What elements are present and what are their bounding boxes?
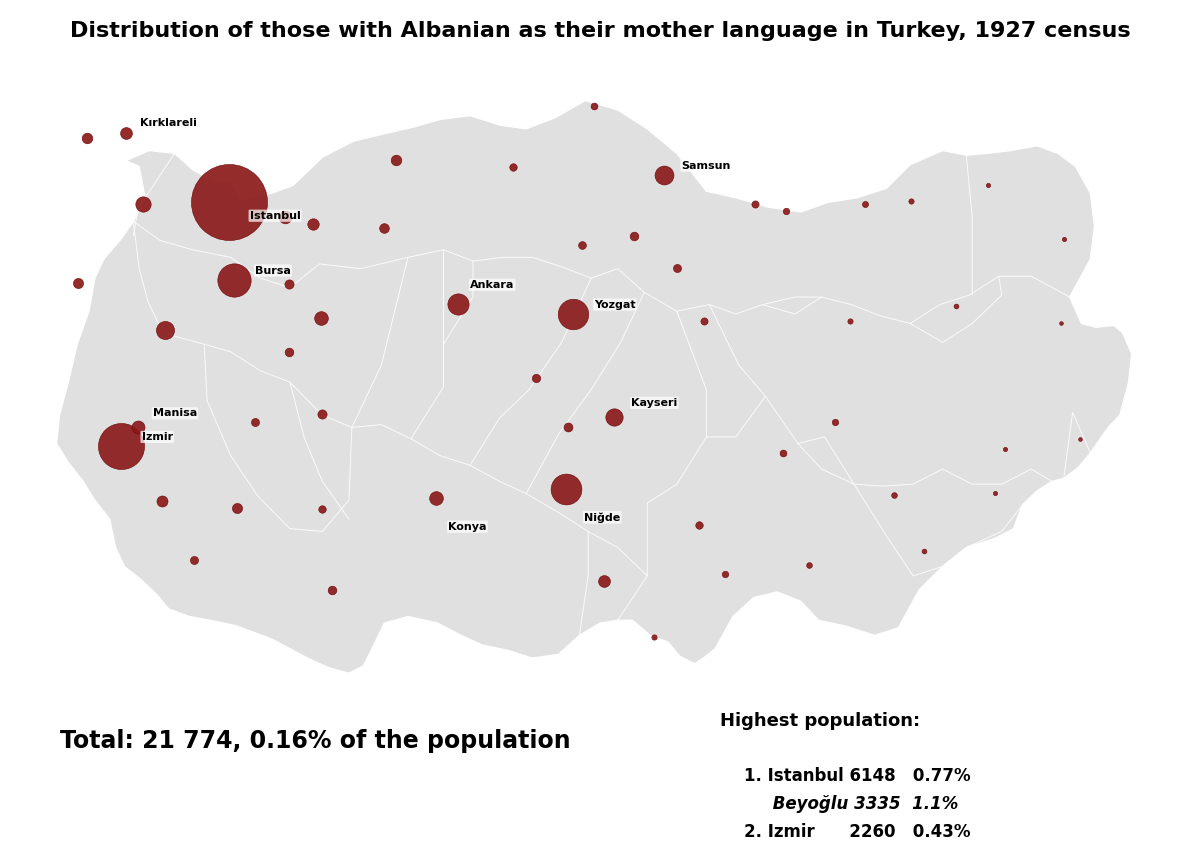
Point: [112, 439, 131, 453]
Text: Yozgat: Yozgat: [594, 299, 636, 310]
Point: [558, 421, 577, 434]
Point: [667, 261, 686, 275]
Point: [152, 494, 172, 508]
Point: [220, 195, 239, 209]
Point: [841, 314, 860, 327]
Text: Izmir: Izmir: [142, 432, 173, 442]
Point: [884, 488, 904, 501]
Point: [715, 567, 734, 581]
Point: [276, 210, 295, 224]
Point: [695, 314, 714, 327]
Point: [654, 168, 673, 181]
Point: [985, 486, 1004, 499]
Point: [564, 307, 583, 321]
Point: [156, 323, 175, 337]
Text: Beyoğlu 3335  1.1%: Beyoğlu 3335 1.1%: [744, 795, 959, 813]
Text: Highest population:: Highest population:: [720, 712, 920, 730]
Point: [280, 277, 299, 291]
Point: [1054, 232, 1073, 246]
Point: [449, 297, 468, 310]
Point: [245, 415, 264, 428]
Point: [1070, 432, 1090, 445]
Text: 2. Izmir      2260   0.43%: 2. Izmir 2260 0.43%: [744, 823, 971, 841]
Point: [745, 198, 764, 211]
Point: [584, 99, 604, 113]
Text: Istanbul: Istanbul: [250, 210, 300, 220]
Point: [224, 273, 244, 287]
Text: Bursa: Bursa: [254, 265, 290, 276]
Point: [304, 217, 323, 231]
Point: [946, 298, 965, 312]
Point: [604, 410, 623, 424]
Point: [128, 421, 148, 434]
Point: [312, 407, 331, 421]
Point: [824, 415, 844, 428]
Point: [799, 559, 818, 572]
Point: [313, 502, 332, 516]
Text: 1. Istanbul 6148   0.77%: 1. Istanbul 6148 0.77%: [744, 767, 971, 785]
Point: [557, 483, 576, 496]
Point: [386, 153, 406, 167]
Point: [625, 229, 644, 243]
Point: [690, 518, 709, 532]
Point: [856, 198, 875, 211]
Point: [1051, 316, 1070, 330]
Point: [526, 371, 545, 385]
Text: Total: 21 774, 0.16% of the population: Total: 21 774, 0.16% of the population: [60, 729, 571, 753]
Point: [374, 221, 394, 235]
Point: [427, 492, 446, 505]
Point: [133, 198, 152, 211]
Point: [774, 446, 793, 460]
Point: [776, 204, 796, 218]
Text: Kayseri: Kayseri: [631, 398, 678, 408]
Point: [914, 544, 934, 558]
Point: [322, 583, 341, 597]
Polygon shape: [56, 100, 1132, 673]
Point: [77, 131, 96, 145]
Point: [68, 276, 88, 290]
Point: [311, 311, 330, 325]
Text: Konya: Konya: [448, 522, 487, 532]
Text: Ankara: Ankara: [470, 280, 515, 290]
Text: Samsun: Samsun: [682, 160, 731, 170]
Point: [978, 179, 997, 192]
Point: [901, 194, 920, 208]
Point: [184, 553, 203, 566]
Point: [594, 574, 613, 588]
Text: Kırklareli: Kırklareli: [140, 118, 197, 128]
Text: Niğde: Niğde: [584, 512, 620, 522]
Point: [644, 631, 664, 644]
Point: [996, 443, 1015, 456]
Point: [116, 126, 136, 139]
Text: Distribution of those with Albanian as their mother language in Turkey, 1927 cen: Distribution of those with Albanian as t…: [70, 21, 1130, 42]
Text: Manisa: Manisa: [152, 408, 197, 418]
Point: [572, 238, 592, 252]
Point: [504, 159, 523, 173]
Point: [280, 345, 299, 359]
Point: [227, 501, 246, 515]
